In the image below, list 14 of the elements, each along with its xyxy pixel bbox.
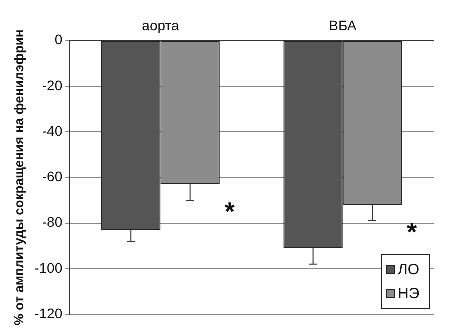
annotation: * bbox=[407, 216, 418, 247]
x-tick-label: ВБА bbox=[329, 17, 358, 34]
y-tick-label: -80 bbox=[42, 214, 63, 230]
y-tick-label: -60 bbox=[42, 168, 63, 185]
y-tick-label: -20 bbox=[42, 77, 63, 94]
x-tick-label: аорта bbox=[142, 17, 180, 34]
y-tick-label: -40 bbox=[42, 122, 63, 139]
y-tick-label: 0 bbox=[54, 32, 63, 48]
y-axis-title: % от амплитуды сокращения на фенилэфрин bbox=[11, 30, 26, 326]
y-tick-label: -120 bbox=[34, 305, 63, 322]
legend-label: НЭ bbox=[398, 286, 420, 303]
annotation: * bbox=[224, 196, 236, 226]
legend-label: ЛО bbox=[398, 262, 420, 279]
y-tick-label: -100 bbox=[34, 260, 63, 276]
